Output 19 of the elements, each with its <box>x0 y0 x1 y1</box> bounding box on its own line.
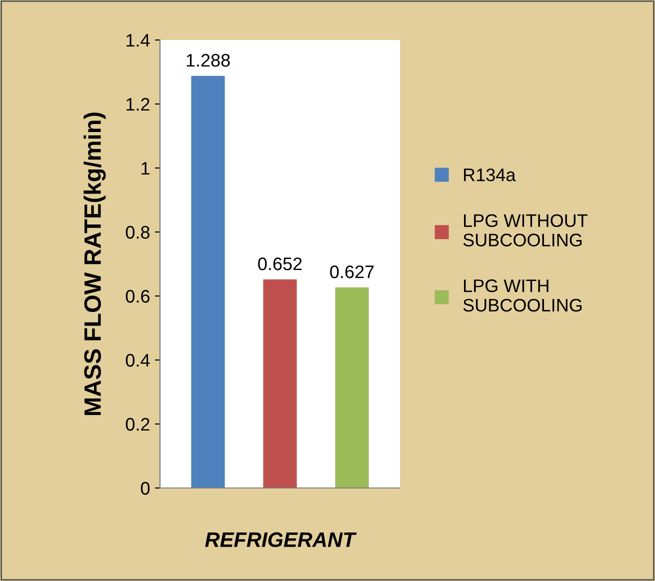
y-tick-label: 1 <box>142 162 150 175</box>
y-tick-label: 1.2 <box>126 98 150 111</box>
legend-label: R134a <box>464 168 516 182</box>
legend-label: LPG WITH SUBCOOLING <box>463 279 582 312</box>
data-label: 0.627 <box>330 265 374 278</box>
y-tick-label: 0 <box>140 482 150 495</box>
data-label: 0.652 <box>258 257 302 270</box>
bar <box>263 279 297 488</box>
legend-label: LPG WITHOUT SUBCOOLING <box>463 214 588 246</box>
y-tick-label: 0.8 <box>126 226 150 239</box>
bar <box>335 287 369 488</box>
bar <box>191 76 225 488</box>
y-tick-label: 0.4 <box>126 354 150 367</box>
y-tick-label: 0.6 <box>126 290 150 303</box>
y-tick-label: 1.4 <box>126 34 150 47</box>
y-tick-label: 0.2 <box>126 418 150 431</box>
x-axis-title: REFRIGERANT <box>205 532 357 548</box>
data-label: 1.288 <box>186 54 230 67</box>
y-axis-title: MASS FLOW RATE(kg/min) <box>84 112 106 416</box>
